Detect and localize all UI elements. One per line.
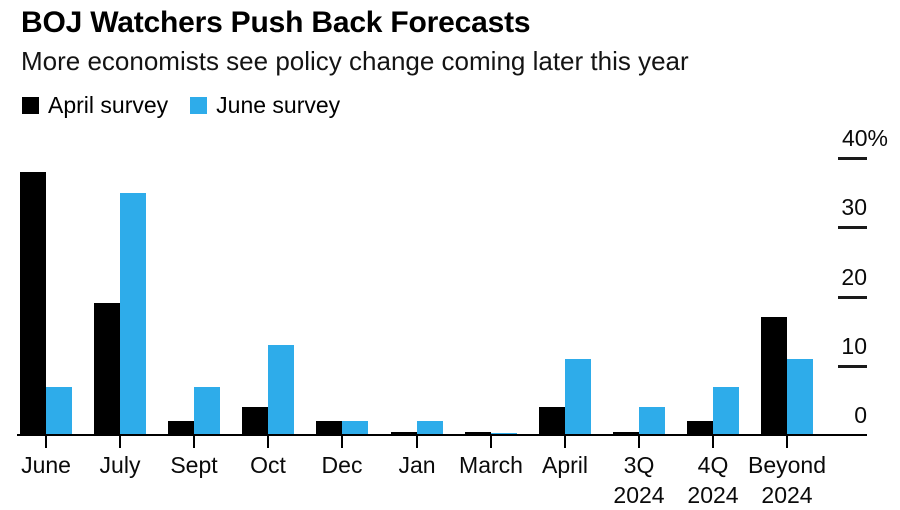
bar-april-survey-july: [94, 303, 121, 435]
legend: April survey June survey: [22, 92, 340, 119]
y-axis-label-20: 20: [841, 264, 867, 290]
bar-june-survey-april: [564, 359, 591, 435]
x-axis-label-line: 2024: [687, 482, 739, 508]
y-axis-label-30: 30: [841, 194, 867, 220]
x-tick-4q-2024: [712, 435, 714, 448]
bar-june-survey-june: [46, 387, 72, 435]
bar-april-survey-dec: [316, 421, 343, 435]
bar-april-survey-3q-2024: [612, 432, 639, 435]
bar-april-survey-beyond-2024: [761, 317, 787, 435]
x-tick-jan: [416, 435, 418, 448]
x-axis-label-line: Jan: [398, 452, 436, 478]
x-axis-label-line: March: [459, 452, 523, 478]
legend-swatch-june-survey: [190, 97, 208, 114]
bar-june-survey-sept: [194, 387, 221, 435]
bar-june-survey-jan: [416, 421, 443, 435]
x-axis-label-march: March: [431, 450, 551, 480]
legend-label-april-survey: April survey: [48, 92, 169, 118]
x-axis-label-line: 3Q: [623, 452, 655, 478]
x-tick-3q-2024: [638, 435, 640, 448]
x-tick-june: [45, 435, 47, 448]
x-axis-label-july: July: [60, 450, 180, 480]
y-axis-label-10: 10: [841, 333, 867, 359]
x-tick-beyond-2024: [786, 435, 788, 448]
x-axis-label-oct: Oct: [208, 450, 328, 480]
x-axis-label-line: June: [21, 452, 71, 478]
x-axis-label-line: July: [99, 452, 141, 478]
bar-june-survey-beyond-2024: [787, 359, 813, 435]
chart-title: BOJ Watchers Push Back Forecasts: [21, 6, 531, 39]
x-axis-label-line: 4Q: [697, 452, 729, 478]
legend-item-april-survey: April survey: [22, 92, 168, 119]
y-axis-label-0: 0: [854, 402, 867, 428]
x-axis-label-line: Dec: [321, 452, 363, 478]
x-axis-label-beyond-2024: Beyond 2024: [727, 450, 847, 510]
x-tick-march: [490, 435, 492, 448]
x-axis-label-april: April: [505, 450, 625, 480]
x-axis-label-line: Oct: [250, 452, 286, 478]
y-axis-label-40: 40%: [841, 125, 888, 151]
x-axis-label-line: April: [541, 452, 588, 478]
x-axis-label-jan: Jan: [357, 450, 477, 480]
x-axis-label-4q-2024: 4Q 2024: [653, 450, 773, 510]
bar-june-survey-4q-2024: [712, 387, 739, 435]
bar-april-survey-march: [464, 432, 491, 435]
chart-subtitle: More economists see policy change coming…: [21, 46, 689, 76]
x-tick-oct: [267, 435, 269, 448]
x-axis-label-line: Sept: [170, 452, 218, 478]
x-axis-line: [17, 434, 867, 436]
legend-item-june-survey: June survey: [190, 92, 340, 119]
bar-june-survey-july: [120, 193, 147, 435]
x-tick-dec: [341, 435, 343, 448]
bar-june-survey-dec: [342, 421, 369, 435]
bar-april-survey-sept: [168, 421, 195, 435]
x-axis-label-3q-2024: 3Q 2024: [579, 450, 699, 510]
bar-april-survey-jan: [390, 432, 417, 435]
y-tick-30: [838, 226, 867, 229]
bar-june-survey-3q-2024: [638, 407, 665, 435]
bar-april-survey-june: [20, 172, 46, 435]
bar-june-survey-oct: [268, 345, 295, 435]
x-axis-label-line: 2024: [761, 482, 813, 508]
x-tick-sept: [193, 435, 195, 448]
legend-label-june-survey: June survey: [216, 92, 341, 118]
x-axis-label-line: 2024: [613, 482, 665, 508]
y-tick-10: [838, 365, 867, 368]
x-tick-july: [119, 435, 121, 448]
bar-april-survey-4q-2024: [686, 421, 713, 435]
x-axis-label-dec: Dec: [282, 450, 402, 480]
legend-swatch-april-survey: [22, 97, 39, 114]
x-axis-label-june: June: [0, 450, 106, 480]
bar-april-survey-oct: [242, 407, 269, 435]
x-axis-label-sept: Sept: [134, 450, 254, 480]
y-tick-20: [838, 296, 867, 299]
x-tick-april: [564, 435, 566, 448]
y-tick-40: [838, 157, 867, 160]
x-axis-label-line: Beyond: [747, 452, 826, 478]
bar-april-survey-april: [538, 407, 565, 435]
